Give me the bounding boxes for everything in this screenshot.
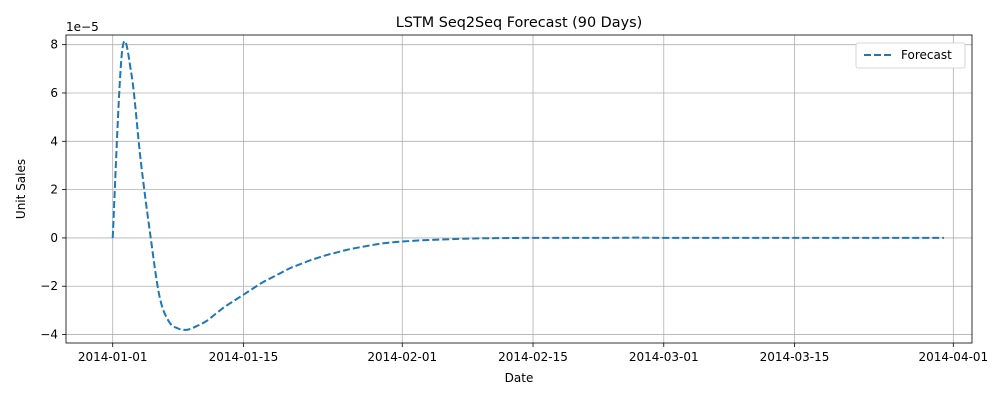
y-tick-label: 6 (50, 86, 58, 100)
x-axis-ticks: 2014-01-01 2014-01-15 2014-02-01 2014-02-15… (78, 343, 988, 364)
legend-box (855, 42, 966, 69)
y-axis-label: Unit Sales (14, 159, 28, 219)
y-offset-text: 1e−5 (66, 20, 99, 34)
y-tick-label: 8 (50, 38, 58, 52)
x-gridlines (112, 35, 954, 343)
x-tick-label: 2014-01-01 (78, 350, 148, 364)
y-gridlines (66, 44, 972, 335)
x-axis-label: Date (505, 371, 534, 385)
x-tick-label: 2014-02-15 (498, 350, 568, 364)
plot-area (66, 35, 972, 343)
x-tick-label: 2014-01-15 (209, 350, 279, 364)
y-tick-label: 0 (50, 231, 58, 245)
series-line-forecast (111, 40, 944, 331)
y-tick-label: −2 (40, 279, 58, 293)
plot-frame (65, 34, 973, 344)
chart-title: LSTM Seq2Seq Forecast (90 Days) (396, 15, 642, 31)
legend: Forecast (855, 42, 966, 69)
x-tick-label: 2014-02-01 (367, 350, 437, 364)
x-tick-label: 2014-03-15 (760, 350, 830, 364)
x-tick-label: 2014-04-01 (918, 350, 988, 364)
legend-label-forecast: Forecast (901, 48, 952, 62)
series-layer (111, 40, 944, 331)
y-tick-label: 4 (50, 134, 58, 148)
y-axis-ticks: −4 −2 0 2 4 6 8 (40, 38, 66, 342)
x-tick-label: 2014-03-01 (629, 350, 699, 364)
y-tick-label: 2 (50, 183, 58, 197)
y-tick-label: −4 (40, 328, 58, 342)
